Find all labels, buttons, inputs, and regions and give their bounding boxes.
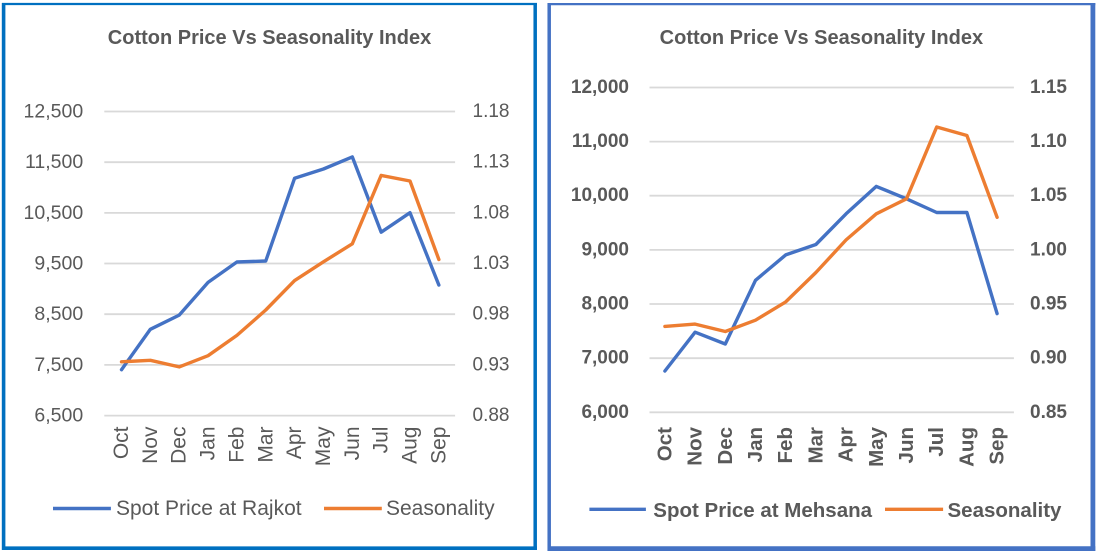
- svg-text:Apr: Apr: [835, 427, 858, 462]
- svg-text:Seasonality: Seasonality: [386, 497, 495, 520]
- svg-text:0.85: 0.85: [1030, 402, 1067, 423]
- svg-text:1.03: 1.03: [473, 253, 510, 274]
- svg-text:Cotton Price Vs Seasonality In: Cotton Price Vs Seasonality Index: [660, 27, 983, 49]
- svg-text:Dec: Dec: [168, 427, 191, 464]
- svg-text:Aug: Aug: [955, 427, 978, 467]
- svg-text:8,000: 8,000: [581, 294, 629, 315]
- svg-text:9,500: 9,500: [34, 253, 83, 275]
- svg-text:May: May: [865, 426, 888, 466]
- svg-text:Spot Price at Mehsana: Spot Price at Mehsana: [653, 499, 872, 522]
- svg-text:Cotton Price Vs Seasonality In: Cotton Price Vs Seasonality Index: [108, 27, 431, 49]
- svg-text:8,500: 8,500: [34, 303, 83, 325]
- svg-text:Feb: Feb: [774, 427, 797, 463]
- svg-text:Nov: Nov: [684, 426, 707, 465]
- svg-text:7,000: 7,000: [581, 348, 629, 369]
- svg-text:Jun: Jun: [341, 427, 364, 461]
- svg-text:10,000: 10,000: [571, 185, 629, 206]
- svg-text:1.05: 1.05: [1030, 185, 1067, 206]
- svg-text:Jun: Jun: [895, 427, 918, 463]
- svg-text:Spot Price at Rajkot: Spot Price at Rajkot: [116, 497, 302, 520]
- svg-text:May: May: [312, 426, 335, 466]
- svg-text:Jan: Jan: [744, 427, 767, 462]
- svg-text:1.10: 1.10: [1030, 131, 1067, 152]
- svg-text:1.08: 1.08: [473, 202, 510, 223]
- svg-text:Oct: Oct: [653, 427, 676, 461]
- svg-text:11,000: 11,000: [572, 131, 629, 152]
- svg-text:Apr: Apr: [283, 427, 306, 460]
- svg-text:0.88: 0.88: [473, 405, 510, 426]
- svg-text:0.98: 0.98: [473, 304, 510, 325]
- svg-text:0.93: 0.93: [473, 354, 510, 375]
- svg-text:1.13: 1.13: [473, 152, 510, 173]
- svg-text:6,000: 6,000: [581, 402, 629, 423]
- svg-text:12,000: 12,000: [571, 77, 629, 98]
- svg-text:Sep: Sep: [427, 427, 450, 464]
- svg-text:10,500: 10,500: [24, 202, 84, 224]
- svg-text:7,500: 7,500: [34, 354, 83, 376]
- svg-text:Seasonality: Seasonality: [948, 499, 1063, 522]
- svg-text:6,500: 6,500: [34, 405, 83, 427]
- svg-text:Sep: Sep: [986, 427, 1009, 465]
- svg-text:0.95: 0.95: [1030, 294, 1067, 315]
- svg-text:Feb: Feb: [225, 427, 248, 463]
- svg-text:Nov: Nov: [139, 426, 162, 464]
- svg-text:Aug: Aug: [399, 427, 422, 464]
- svg-text:Dec: Dec: [714, 427, 737, 465]
- svg-text:1.15: 1.15: [1030, 77, 1067, 98]
- svg-text:Mar: Mar: [804, 427, 827, 463]
- svg-text:1.00: 1.00: [1030, 239, 1067, 260]
- svg-text:Jan: Jan: [197, 427, 220, 461]
- svg-text:12,500: 12,500: [24, 101, 84, 123]
- svg-text:Oct: Oct: [110, 426, 133, 459]
- svg-text:0.90: 0.90: [1030, 348, 1067, 369]
- svg-text:Mar: Mar: [254, 426, 277, 462]
- svg-text:Jul: Jul: [925, 427, 948, 457]
- svg-text:Jul: Jul: [370, 427, 393, 454]
- svg-text:1.18: 1.18: [473, 101, 510, 122]
- svg-text:11,500: 11,500: [25, 151, 83, 173]
- svg-text:9,000: 9,000: [581, 239, 629, 260]
